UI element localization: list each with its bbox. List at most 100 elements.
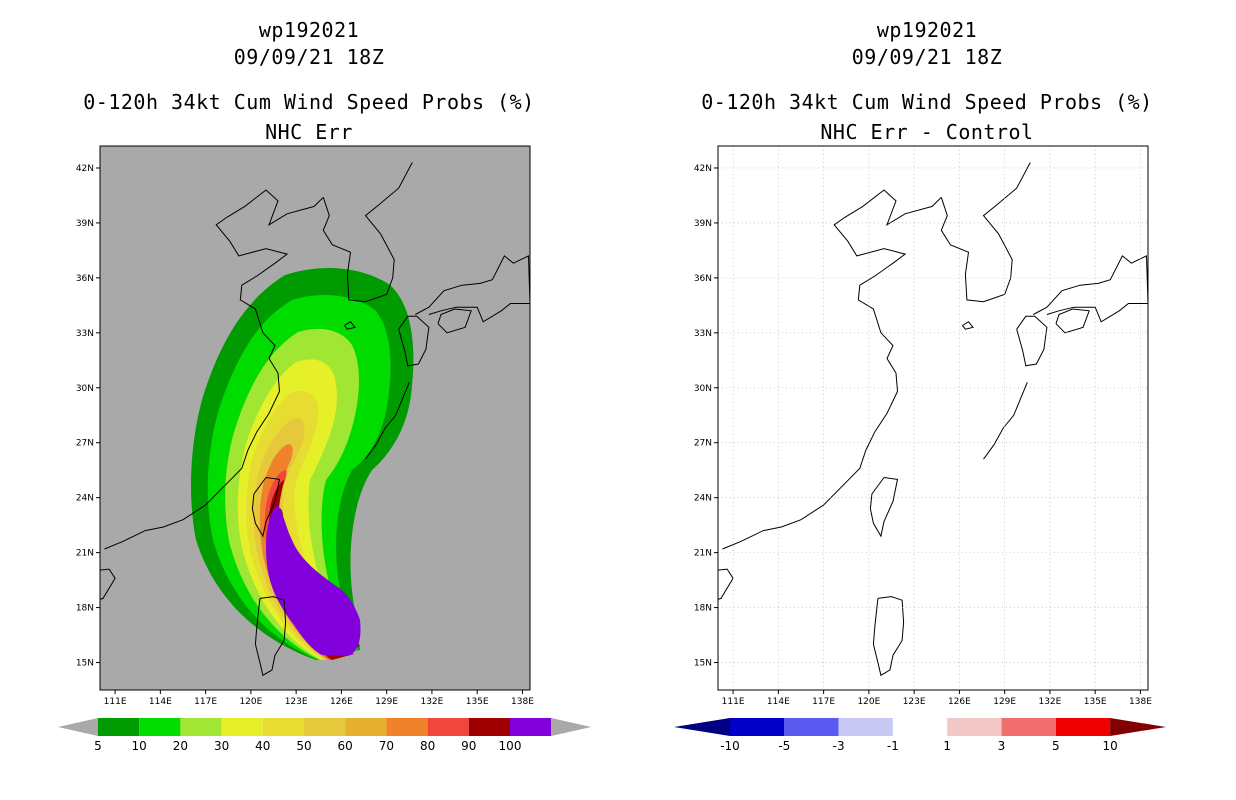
coastline: [983, 382, 1028, 460]
gridlines: [718, 146, 1148, 690]
coastlines: [100, 162, 530, 677]
lon-tick-label: 138E: [1129, 697, 1152, 707]
lon-tick-label: 111E: [722, 697, 745, 707]
colorbar-label: 100: [499, 739, 522, 753]
coastline: [962, 321, 974, 330]
coastline: [322, 162, 413, 303]
lon-tick-label: 114E: [767, 697, 790, 707]
colorbar-swatch: [1001, 718, 1056, 736]
colorbar-label: 10: [132, 739, 147, 753]
lat-tick-label: 36N: [76, 274, 94, 284]
lon-tick-label: 129E: [375, 697, 398, 707]
colorbar-swatch: [892, 718, 948, 736]
lon-tick-label: 117E: [194, 697, 217, 707]
coastline: [437, 308, 472, 334]
coastline: [940, 162, 1031, 303]
coastline: [1055, 308, 1090, 334]
lat-tick-label: 27N: [76, 439, 94, 449]
colorbar-low-arrow: [58, 718, 98, 736]
lon-tick-label: 114E: [149, 697, 172, 707]
colorbar-swatch: [784, 718, 839, 736]
lat-tick-label: 39N: [694, 219, 712, 229]
lat-tick-label: 18N: [694, 604, 712, 614]
lon-tick-label: 132E: [1038, 697, 1061, 707]
lon-tick-label: 126E: [948, 697, 971, 707]
lon-tick-label: 117E: [812, 697, 835, 707]
lon-tick-label: 135E: [466, 697, 489, 707]
lon-tick-label: 126E: [330, 697, 353, 707]
lon-tick-label: 138E: [511, 697, 534, 707]
colorbar-label: -3: [833, 739, 845, 753]
lat-tick-label: 33N: [694, 329, 712, 339]
coastline: [1016, 315, 1048, 367]
colorbar-label: -10: [720, 739, 740, 753]
lon-tick-label: 123E: [285, 697, 308, 707]
colorbar-label: 30: [214, 739, 229, 753]
colorbar-label: 70: [379, 739, 394, 753]
colorbar-label: 40: [255, 739, 270, 753]
left-panel: wp192021 09/09/21 18Z 0-120h 34kt Cum Wi…: [58, 18, 592, 753]
lon-tick-label: 120E: [857, 697, 880, 707]
forecast-datetime: 09/09/21 18Z: [851, 45, 1003, 69]
colorbar-swatch: [386, 718, 428, 736]
colorbar-swatch: [98, 718, 140, 736]
colorbar-label: 5: [94, 739, 102, 753]
right-map-svg: 111E 114E 117E 120E 123E 126E 129E 132E 135E 138E…: [674, 145, 1167, 753]
lat-tick-label: 33N: [76, 329, 94, 339]
lon-tick-label: 120E: [239, 697, 262, 707]
coastline: [872, 596, 905, 677]
map-background: [717, 145, 1149, 691]
colorbar-label: 10: [1102, 739, 1117, 753]
coastline: [398, 315, 430, 367]
lat-tick-label: 36N: [694, 274, 712, 284]
colorbar-swatch: [510, 718, 552, 736]
lat-tick-label: 24N: [76, 494, 94, 504]
coastline: [869, 477, 899, 538]
chart-title: 0-120h 34kt Cum Wind Speed Probs (%): [701, 90, 1153, 114]
lat-tick-label: 30N: [76, 384, 94, 394]
colorbar-swatch: [139, 718, 181, 736]
lon-tick-label: 129E: [993, 697, 1016, 707]
colorbar-high-arrow: [1110, 718, 1167, 736]
colorbar-label: 1: [943, 739, 951, 753]
lat-tick-label: 39N: [76, 219, 94, 229]
lat-tick-label: 42N: [694, 164, 712, 174]
colorbar-swatch: [947, 718, 1002, 736]
coastline: [344, 321, 356, 330]
band-100: [266, 505, 361, 656]
storm-id: wp192021: [258, 18, 360, 42]
colorbar-swatch: [221, 718, 263, 736]
coastline: [100, 568, 116, 600]
colorbar-label: 90: [461, 739, 476, 753]
colorbar-swatch: [468, 718, 510, 736]
lon-tick-label: 135E: [1084, 697, 1107, 707]
colorbar-label: 5: [1052, 739, 1060, 753]
colorbar-right: -10 -5 -3 -1 1 3 5 10: [674, 718, 1167, 753]
coastline: [251, 477, 281, 538]
colorbar-low-arrow: [674, 718, 730, 736]
map-border: [717, 145, 1149, 691]
coastline: [254, 596, 287, 677]
lat-tick-label: 21N: [76, 549, 94, 559]
colorbar-label: 50: [296, 739, 311, 753]
lat-tick-label: 24N: [694, 494, 712, 504]
chart-subtitle: NHC Err - Control: [820, 120, 1034, 144]
map-frame-left: [99, 145, 531, 691]
colorbar-swatch: [304, 718, 346, 736]
left-map-svg: 111E 114E 117E 120E 123E 126E 129E 132E 135E 138E…: [58, 145, 592, 753]
colorbar-swatch: [345, 718, 387, 736]
colorbar-swatch: [427, 718, 469, 736]
right-panel: wp192021 09/09/21 18Z 0-120h 34kt Cum Wi…: [618, 0, 1236, 800]
colorbar-label: 80: [420, 739, 435, 753]
storm-id: wp192021: [876, 18, 978, 42]
lon-tick-label: 132E: [420, 697, 443, 707]
lat-tick-label: 42N: [76, 164, 94, 174]
colorbar-label: 60: [338, 739, 353, 753]
coastline: [365, 382, 410, 460]
lat-tick-label: 21N: [694, 549, 712, 559]
chart-title: 0-120h 34kt Cum Wind Speed Probs (%): [83, 90, 535, 114]
lon-tick-label: 111E: [104, 697, 127, 707]
colorbar-left: 5 10 20 30 40 50 60 70 80 90 100: [58, 718, 592, 753]
lon-tick-label: 123E: [903, 697, 926, 707]
lat-tick-label: 18N: [76, 604, 94, 614]
